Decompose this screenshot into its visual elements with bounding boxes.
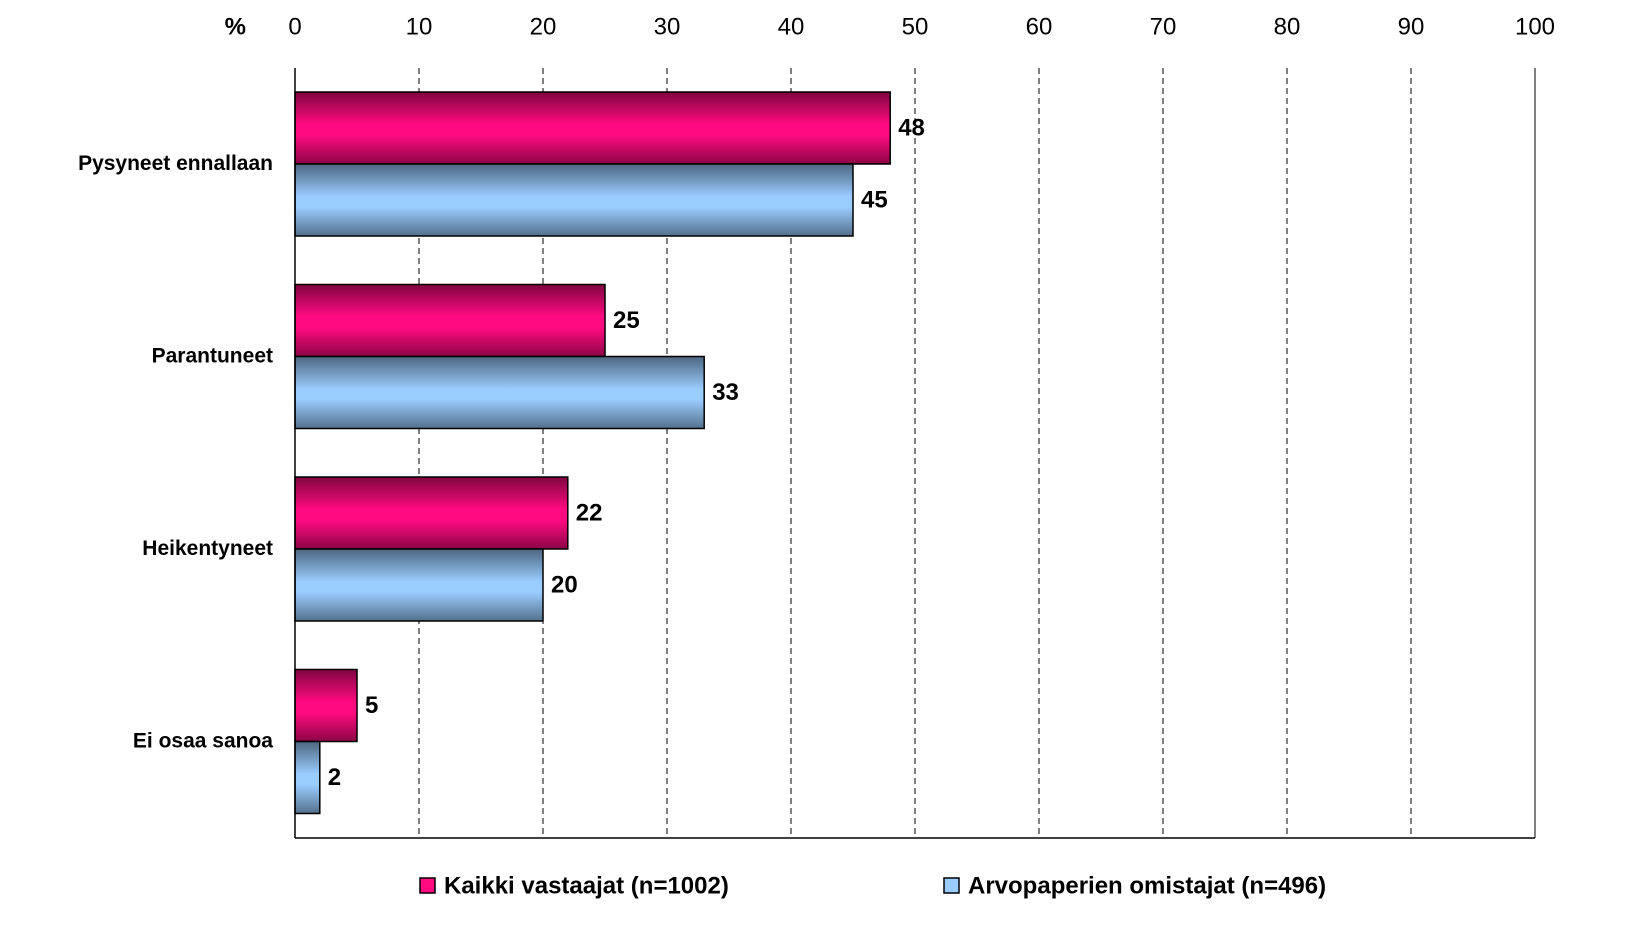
x-tick-label: 10: [406, 13, 433, 40]
x-tick-label: 70: [1150, 13, 1177, 40]
x-tick-label: 80: [1274, 13, 1301, 40]
x-tick-label: 0: [288, 13, 301, 40]
legend-swatch: [419, 877, 436, 894]
value-label: 20: [551, 571, 578, 598]
value-label: 5: [365, 692, 378, 719]
bar-shade: [294, 548, 544, 622]
category-label: Pysyneet ennallaan: [78, 152, 273, 175]
x-tick-label: 20: [530, 13, 557, 40]
x-axis-label: %: [225, 13, 246, 40]
x-tick-label: 90: [1398, 13, 1425, 40]
x-tick-label: 40: [778, 13, 805, 40]
value-label: 48: [898, 114, 925, 141]
value-label: 2: [328, 764, 341, 791]
x-tick-label: 30: [654, 13, 681, 40]
value-label: 22: [576, 499, 603, 526]
bar-shade: [294, 740, 321, 815]
bar-shade: [294, 283, 606, 358]
category-label: Parantuneet: [152, 344, 273, 367]
value-label: 25: [613, 307, 640, 334]
bar-shade: [294, 163, 854, 237]
category-label: Ei osaa sanoa: [133, 729, 273, 752]
bar-shade: [294, 668, 358, 743]
x-tick-label: 50: [902, 13, 929, 40]
legend-label: Kaikki vastaajat (n=1002): [444, 872, 729, 899]
legend-swatch: [943, 877, 960, 894]
value-label: 45: [861, 186, 888, 213]
bar-shade: [294, 355, 705, 430]
legend-label: Arvopaperien omistajat (n=496): [968, 872, 1326, 899]
bar-shade: [294, 476, 569, 550]
value-label: 33: [712, 379, 739, 406]
x-tick-label: 60: [1026, 13, 1053, 40]
category-label: Heikentyneet: [142, 537, 273, 560]
bar-shade: [294, 91, 891, 165]
x-tick-label: 100: [1515, 13, 1555, 40]
